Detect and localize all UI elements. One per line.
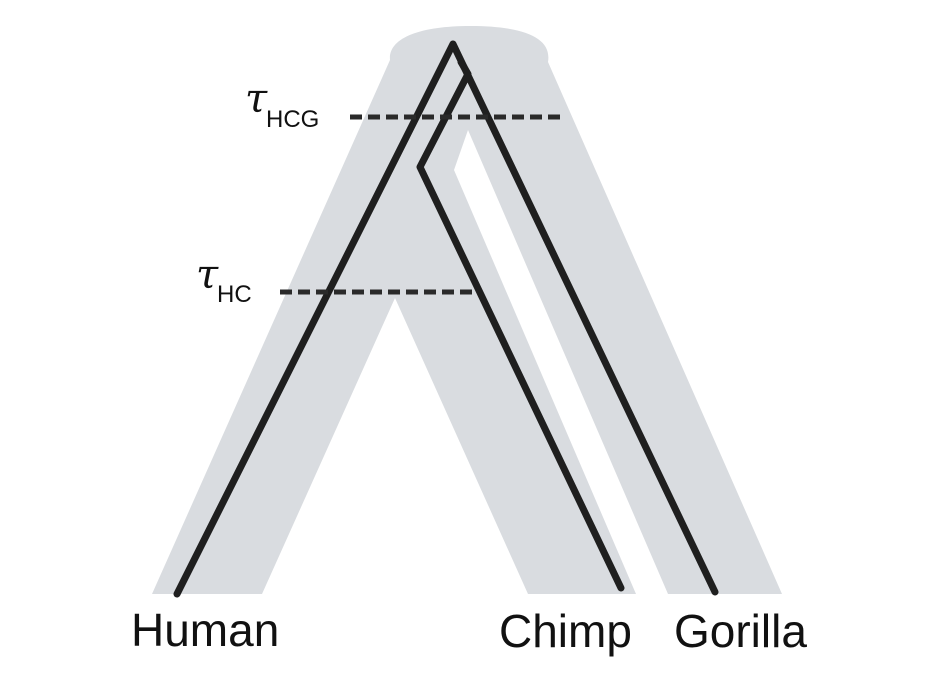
gene-tree [173,40,719,598]
tau-hc-subscript: HC [217,281,252,308]
gene-tree-human-branch [173,40,719,598]
taxon-label-chimp: Chimp [499,605,632,657]
tau-hc-symbol: τ [196,252,219,298]
tau-hcg-label: τ HCG [245,76,319,133]
tau-hcg-subscript: HCG [266,106,319,133]
tau-hc-label: τ HC [196,252,252,308]
species-tree [152,26,782,594]
gene-tree-hc-branch [416,58,625,592]
divergence-lines [280,114,565,295]
tau-hcg-symbol: τ [245,76,268,122]
taxon-label-human: Human [131,604,279,656]
taxon-label-gorilla: Gorilla [674,605,807,657]
species-tree-shape [152,26,782,594]
taxon-labels: Human Chimp Gorilla [131,604,807,657]
